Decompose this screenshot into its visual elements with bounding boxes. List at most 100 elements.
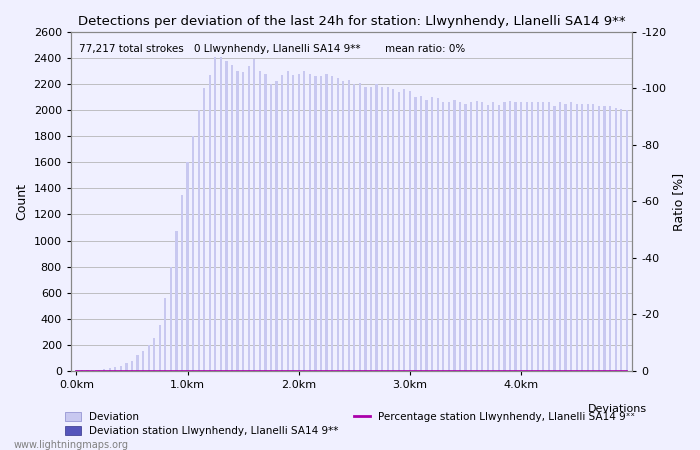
Bar xyxy=(526,102,528,371)
Bar xyxy=(481,102,483,371)
Bar xyxy=(103,369,105,371)
Bar xyxy=(381,87,383,371)
Bar xyxy=(609,106,611,371)
Bar xyxy=(409,90,411,371)
Bar xyxy=(253,59,256,371)
Bar xyxy=(337,77,339,371)
Bar xyxy=(626,110,628,371)
Bar xyxy=(598,106,600,371)
Y-axis label: Count: Count xyxy=(15,183,28,220)
Bar xyxy=(503,102,505,371)
Bar xyxy=(364,87,367,371)
Bar xyxy=(153,338,155,371)
Bar xyxy=(475,101,478,371)
Bar xyxy=(298,74,300,371)
Text: Deviations: Deviations xyxy=(588,404,647,414)
Bar xyxy=(281,75,284,371)
Bar xyxy=(542,102,545,371)
Bar xyxy=(359,83,361,371)
Bar xyxy=(531,102,533,371)
Bar xyxy=(214,57,216,371)
Bar xyxy=(125,363,127,371)
Bar xyxy=(592,104,594,371)
Y-axis label: Ratio [%]: Ratio [%] xyxy=(672,172,685,230)
Bar xyxy=(159,325,161,371)
Text: 0 Llwynhendy, Llanelli SA14 9**: 0 Llwynhendy, Llanelli SA14 9** xyxy=(195,44,361,54)
Bar xyxy=(186,162,189,371)
Bar xyxy=(265,74,267,371)
Bar xyxy=(420,96,422,371)
Bar xyxy=(437,99,439,371)
Bar xyxy=(203,88,205,371)
Bar xyxy=(237,71,239,371)
Bar xyxy=(426,100,428,371)
Bar xyxy=(564,104,567,371)
Bar xyxy=(331,76,333,371)
Bar xyxy=(548,102,550,371)
Bar xyxy=(559,102,561,371)
Bar xyxy=(570,102,573,371)
Bar xyxy=(492,102,494,371)
Bar xyxy=(80,370,83,371)
Bar xyxy=(615,108,617,371)
Bar xyxy=(181,195,183,371)
Bar xyxy=(248,66,250,371)
Bar xyxy=(354,84,356,371)
Bar xyxy=(442,102,444,371)
Bar xyxy=(509,101,511,371)
Title: Detections per deviation of the last 24h for station: Llwynhendy, Llanelli SA14 : Detections per deviation of the last 24h… xyxy=(78,15,625,28)
Bar xyxy=(303,71,305,371)
Bar xyxy=(286,71,288,371)
Bar xyxy=(414,97,416,371)
Bar xyxy=(520,102,522,371)
Bar xyxy=(270,84,272,371)
Bar xyxy=(97,369,99,371)
Bar xyxy=(603,106,606,371)
Bar xyxy=(486,105,489,371)
Bar xyxy=(392,89,394,371)
Bar xyxy=(459,102,461,371)
Bar xyxy=(170,267,172,371)
Bar xyxy=(197,110,199,371)
Bar xyxy=(587,104,589,371)
Bar xyxy=(370,87,372,371)
Bar xyxy=(398,92,400,371)
Bar xyxy=(92,370,94,371)
Bar xyxy=(326,74,328,371)
Bar xyxy=(136,356,139,371)
Text: www.lightningmaps.org: www.lightningmaps.org xyxy=(14,440,129,450)
Text: mean ratio: 0%: mean ratio: 0% xyxy=(385,44,466,54)
Bar xyxy=(386,87,389,371)
Bar xyxy=(320,76,322,371)
Bar xyxy=(403,89,405,371)
Bar xyxy=(464,104,467,371)
Bar xyxy=(220,57,222,371)
Bar xyxy=(514,102,517,371)
Bar xyxy=(554,106,556,371)
Bar xyxy=(175,231,178,371)
Bar xyxy=(275,81,278,371)
Bar xyxy=(314,76,316,371)
Legend: Deviation, Deviation station Llwynhendy, Llanelli SA14 9**, Percentage station L: Deviation, Deviation station Llwynhendy,… xyxy=(61,407,640,440)
Bar xyxy=(86,370,89,371)
Bar xyxy=(209,75,211,371)
Bar xyxy=(142,351,144,371)
Bar xyxy=(292,75,294,371)
Bar xyxy=(431,97,433,371)
Bar xyxy=(342,81,344,371)
Bar xyxy=(164,298,167,371)
Bar xyxy=(620,109,622,371)
Bar xyxy=(470,102,473,371)
Bar xyxy=(581,104,583,371)
Bar xyxy=(108,369,111,371)
Bar xyxy=(375,84,378,371)
Text: 77,217 total strokes: 77,217 total strokes xyxy=(79,44,184,54)
Bar xyxy=(348,80,350,371)
Bar xyxy=(454,100,456,371)
Bar xyxy=(259,71,261,371)
Bar xyxy=(537,102,539,371)
Bar xyxy=(309,74,311,371)
Bar xyxy=(225,61,228,371)
Bar xyxy=(148,345,150,371)
Bar xyxy=(114,367,116,371)
